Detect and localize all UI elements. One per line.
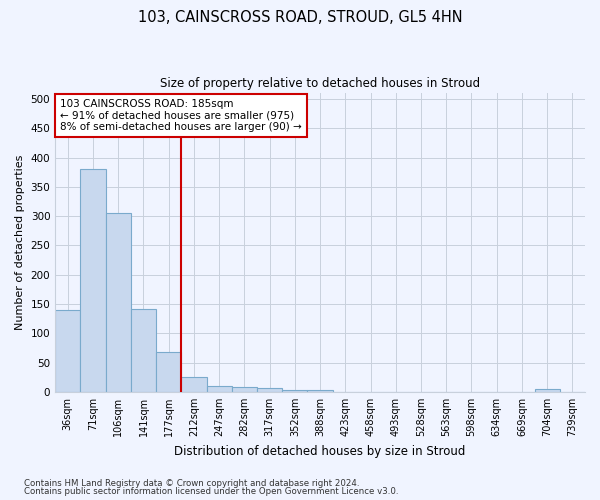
X-axis label: Distribution of detached houses by size in Stroud: Distribution of detached houses by size … xyxy=(175,444,466,458)
Title: Size of property relative to detached houses in Stroud: Size of property relative to detached ho… xyxy=(160,78,480,90)
Bar xyxy=(80,169,106,392)
Bar xyxy=(156,352,181,392)
Y-axis label: Number of detached properties: Number of detached properties xyxy=(15,155,25,330)
Bar xyxy=(535,389,560,392)
Text: Contains HM Land Registry data © Crown copyright and database right 2024.: Contains HM Land Registry data © Crown c… xyxy=(24,478,359,488)
Bar xyxy=(106,213,131,392)
Bar xyxy=(131,308,156,392)
Bar xyxy=(181,378,206,392)
Bar xyxy=(232,386,257,392)
Text: 103 CAINSCROSS ROAD: 185sqm
← 91% of detached houses are smaller (975)
8% of sem: 103 CAINSCROSS ROAD: 185sqm ← 91% of det… xyxy=(61,99,302,132)
Text: Contains public sector information licensed under the Open Government Licence v3: Contains public sector information licen… xyxy=(24,488,398,496)
Bar xyxy=(307,390,332,392)
Bar xyxy=(206,386,232,392)
Text: 103, CAINSCROSS ROAD, STROUD, GL5 4HN: 103, CAINSCROSS ROAD, STROUD, GL5 4HN xyxy=(137,10,463,25)
Bar xyxy=(282,390,307,392)
Bar xyxy=(55,310,80,392)
Bar xyxy=(257,388,282,392)
